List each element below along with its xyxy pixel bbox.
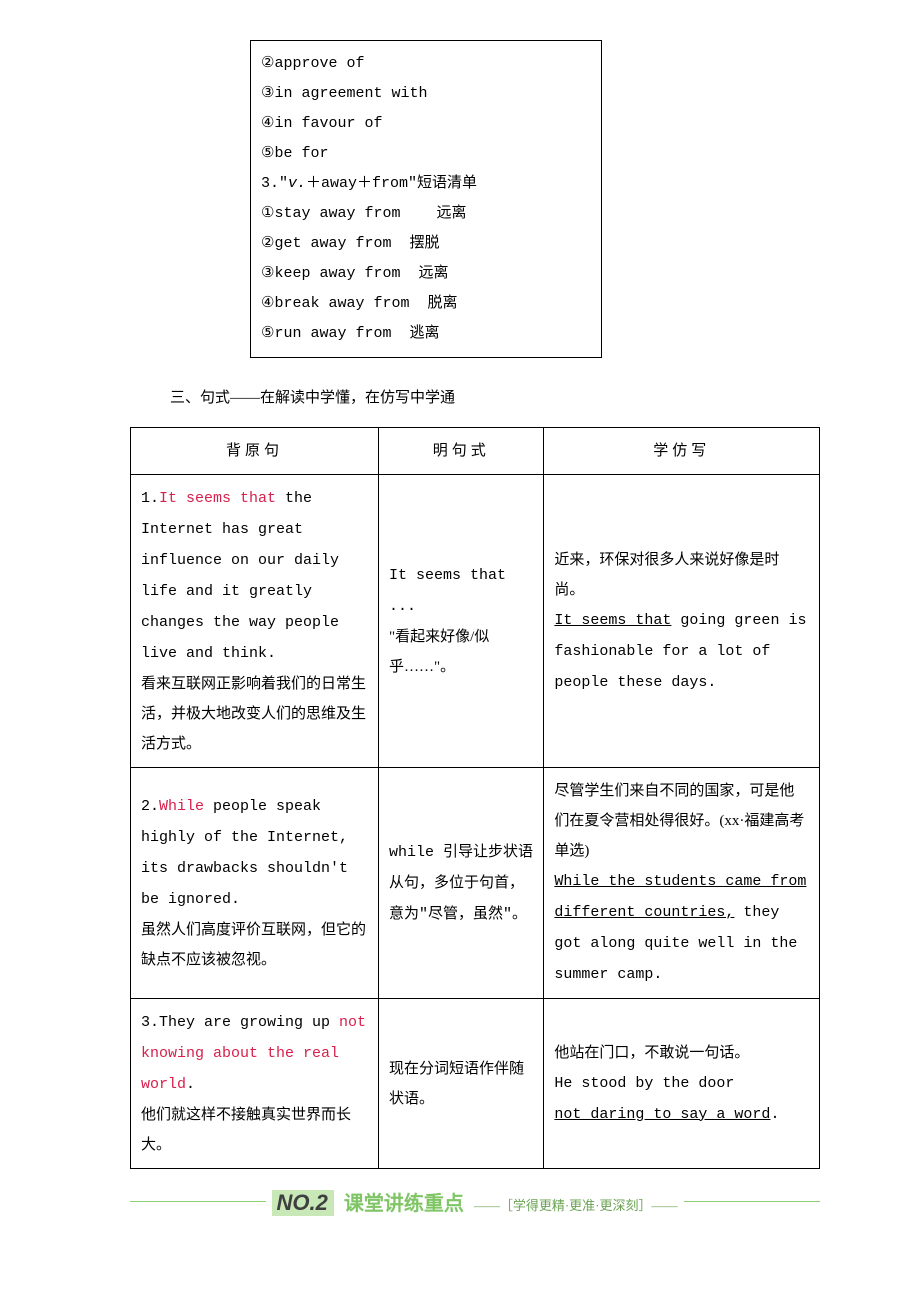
sentence-table: 背原句 明句式 学仿写 1.It seems that the Internet…	[130, 427, 820, 1169]
table-header-row: 背原句 明句式 学仿写	[131, 428, 820, 475]
cell-original: 3.They are growing up not knowing about …	[131, 999, 379, 1169]
cell-imitate: 近来，环保对很多人来说好像是时尚。 It seems that going gr…	[544, 475, 820, 768]
phrase-item: ④break away from 脱离	[261, 289, 591, 319]
box-item: ③in agreement with	[261, 79, 591, 109]
th-pattern: 明句式	[379, 428, 544, 475]
table-row: 1.It seems that the Internet has great i…	[131, 475, 820, 768]
th-imitate: 学仿写	[544, 428, 820, 475]
cell-pattern: It seems that ... "看起来好像/似乎……"。	[379, 475, 544, 768]
phrase-item: ①stay away from 远离	[261, 199, 591, 229]
cell-original: 2.While people speak highly of the Inter…	[131, 768, 379, 999]
cell-pattern: while 引导让步状语从句，多位于句首，意为"尽管，虽然"。	[379, 768, 544, 999]
box-item: ④in favour of	[261, 109, 591, 139]
table-row: 3.They are growing up not knowing about …	[131, 999, 820, 1169]
banner-title: 课堂讲练重点	[344, 1187, 464, 1216]
phrase-list-heading: 3."v.＋away＋from"短语清单	[261, 169, 591, 199]
banner-inner: NO.2 课堂讲练重点 ——［学得更精·更准·更深刻］——	[266, 1187, 683, 1216]
banner-subtitle: ——［学得更精·更准·更深刻］——	[474, 1195, 678, 1214]
phrase-box: ②approve of ③in agreement with ④in favou…	[250, 40, 602, 358]
phrase-item: ②get away from 摆脱	[261, 229, 591, 259]
cell-imitate: 尽管学生们来自不同的国家，可是他们在夏令营相处得很好。(xx·福建高考单选) W…	[544, 768, 820, 999]
section-heading: 三、句式——在解读中学懂，在仿写中学通	[170, 386, 820, 407]
table-row: 2.While people speak highly of the Inter…	[131, 768, 820, 999]
cell-original: 1.It seems that the Internet has great i…	[131, 475, 379, 768]
banner-number: NO.2	[272, 1190, 333, 1216]
box-item: ⑤be for	[261, 139, 591, 169]
page: ②approve of ③in agreement with ④in favou…	[0, 0, 920, 1255]
phrase-item: ③keep away from 远离	[261, 259, 591, 289]
box-item: ②approve of	[261, 49, 591, 79]
cell-imitate: 他站在门口，不敢说一句话。 He stood by the door not d…	[544, 999, 820, 1169]
th-original: 背原句	[131, 428, 379, 475]
phrase-item: ⑤run away from 逃离	[261, 319, 591, 349]
cell-pattern: 现在分词短语作伴随状语。	[379, 999, 544, 1169]
section-banner: NO.2 课堂讲练重点 ——［学得更精·更准·更深刻］——	[130, 1187, 820, 1215]
